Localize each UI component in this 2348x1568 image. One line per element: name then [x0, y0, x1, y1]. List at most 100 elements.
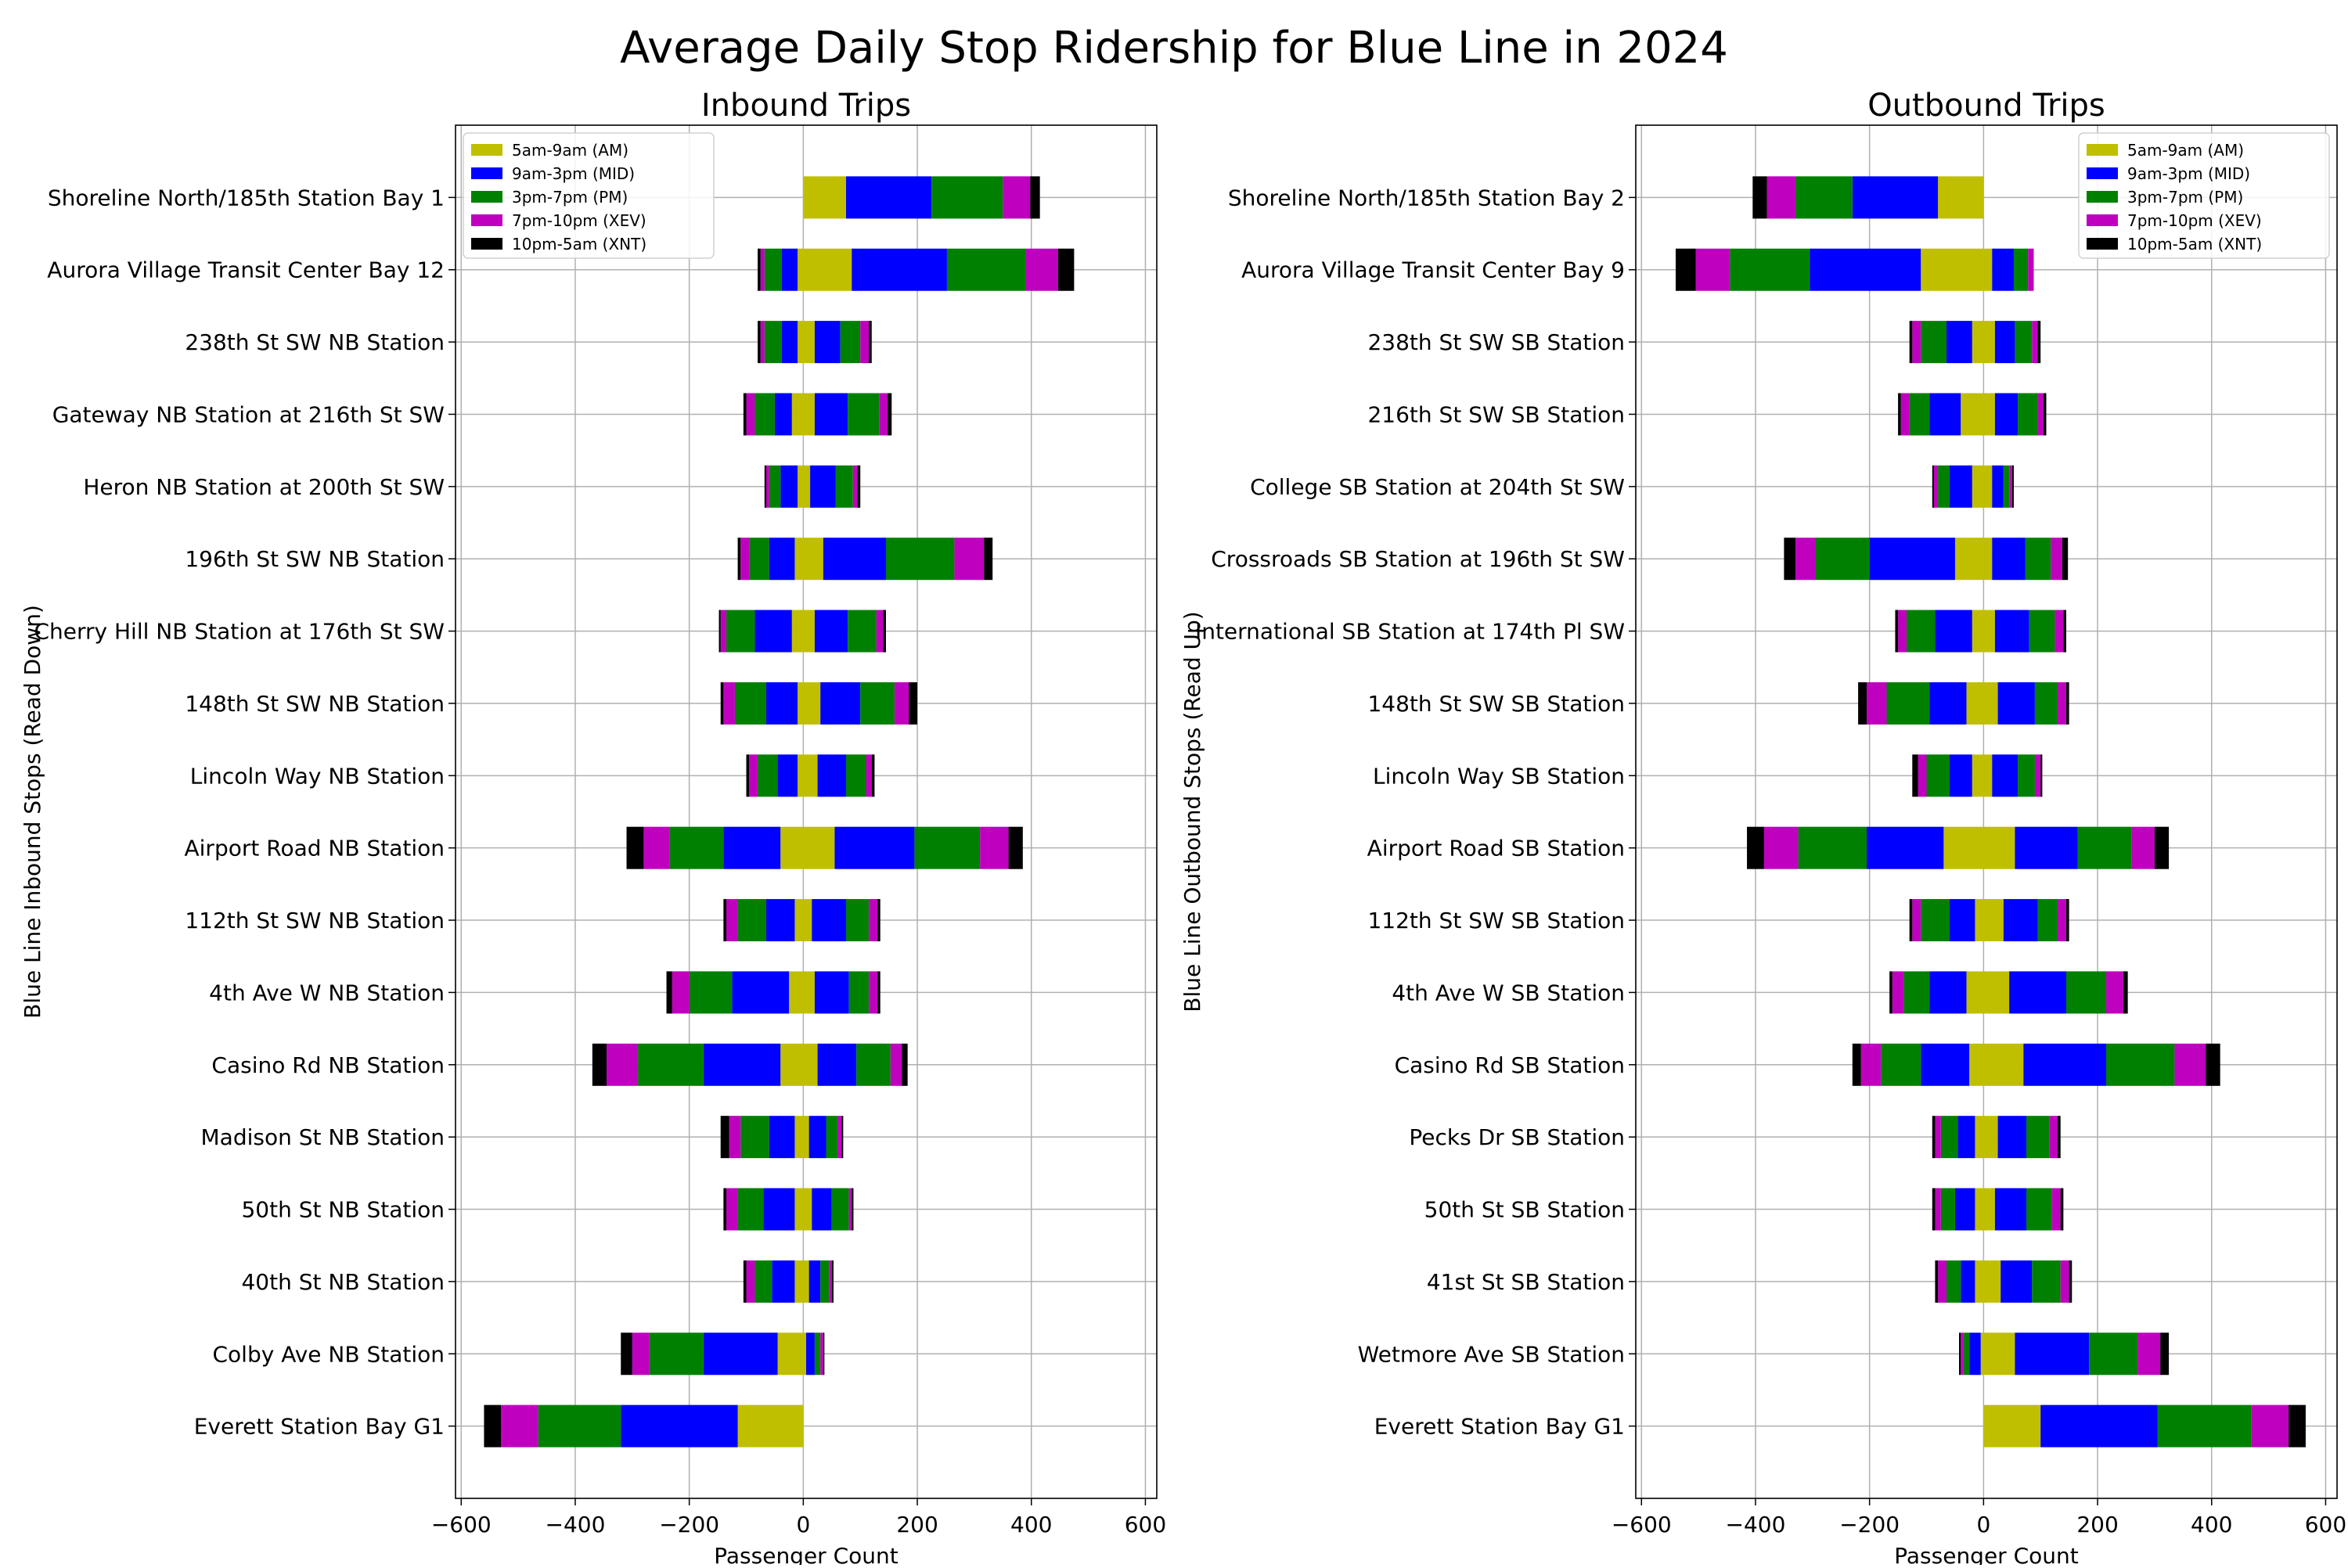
bar-segment-pm [1909, 393, 1930, 436]
bar-segment-mid [808, 1116, 826, 1159]
bar-segment-pm [845, 899, 870, 942]
bar-segment-xnt [841, 1116, 844, 1159]
bar-segment-xev [2251, 1404, 2289, 1448]
bar-segment-pm [538, 1404, 621, 1448]
bar-segment-pm [2003, 465, 2010, 508]
bar-segment-xnt [909, 682, 918, 725]
bar-segment-am [791, 610, 804, 653]
bar-segment-am [794, 1260, 804, 1303]
bar-segment-xnt [592, 1043, 607, 1086]
stop-label: Lincoln Way SB Station [1373, 763, 1625, 789]
bar-segment-mid [1949, 465, 1972, 508]
bar-segment-xnt [857, 465, 861, 508]
bar-segment-xnt [758, 321, 761, 364]
bar-segment-am [1983, 465, 1993, 508]
bar-segment-xev [1766, 176, 1795, 219]
stop-label: Shoreline North/185th Station Bay 1 [48, 185, 445, 210]
bar-segment-mid [1946, 321, 1972, 364]
x-tick-label: 200 [2076, 1512, 2118, 1537]
bar-segment-mid [1929, 971, 1967, 1014]
bar-segment-xnt [2123, 971, 2128, 1014]
panel-inbound: Shoreline North/185th Station Bay 1 Auror… [20, 88, 1166, 1568]
bar-segment-xev [749, 754, 758, 797]
bar-segment-xnt [2065, 682, 2069, 725]
legend-label: 10pm-5am (XNT) [2127, 235, 2262, 254]
bar-segment-xev [876, 610, 884, 653]
bar-segment-xev [2032, 321, 2038, 364]
stop-bar-group [666, 971, 880, 1014]
bar-segment-pm [914, 826, 981, 869]
bar-segment-am [1983, 826, 2015, 869]
bar-segment-xnt [1898, 393, 1901, 436]
legend-label: 9am-3pm (MID) [2127, 164, 2250, 183]
bar-segment-am [803, 682, 821, 725]
bar-segment-mid [1994, 1188, 2026, 1231]
bar-segment-pm [831, 1188, 849, 1231]
legend: 5am-9am (AM) 9am-3pm (MID) 3pm-7pm (PM) 7pm… [463, 132, 715, 259]
bar-segment-xnt [2043, 393, 2047, 436]
bar-segment-pm [2077, 826, 2132, 869]
bar-segment-am [1983, 1043, 2024, 1086]
bar-segment-xnt [1932, 1188, 1936, 1231]
bar-segment-xev [2137, 1332, 2161, 1376]
stop-bar-group [1889, 971, 2128, 1014]
stop-label: 238th St SW SB Station [1367, 329, 1625, 355]
bar-segment-mid [1969, 1332, 1981, 1376]
bar-segment-mid [774, 393, 792, 436]
bar-segment-pm [820, 1260, 830, 1303]
bar-segment-xev [643, 826, 670, 869]
y-axis-label: Blue Line Inbound Stops (Read Down) [20, 605, 45, 1019]
bar-segment-xnt [723, 1188, 727, 1231]
bar-segment-mid [766, 682, 798, 725]
bar-segment-pm [2065, 971, 2106, 1014]
bar-segment-pm [1886, 682, 1930, 725]
bar-segment-xnt [869, 321, 872, 364]
stop-label: Colby Ave NB Station [212, 1341, 445, 1367]
bar-segment-pm [1795, 176, 1853, 219]
legend-label: 7pm-10pm (XEV) [512, 211, 646, 230]
bar-segment-pm [2015, 321, 2033, 364]
bar-segment-am [803, 610, 815, 653]
bar-segment-pm [946, 248, 1026, 291]
bar-segment-mid [2009, 971, 2066, 1014]
stop-bar-group [758, 321, 872, 364]
bar-segment-am [798, 754, 804, 797]
stop-label: Airport Road NB Station [185, 836, 445, 861]
bar-segment-mid [781, 248, 798, 291]
x-tick-label: −600 [431, 1512, 492, 1537]
bar-segment-mid [723, 826, 781, 869]
stop-bar-group [1959, 1332, 2170, 1376]
stop-label: Everett Station Bay G1 [1374, 1414, 1625, 1440]
bar-segment-pm [1907, 610, 1936, 653]
legend-label: 9am-3pm (MID) [512, 164, 635, 183]
bar-segment-pm [638, 1043, 704, 1086]
bar-segment-am [1975, 899, 1984, 942]
stop-bar-group [1852, 1043, 2220, 1086]
bar-segment-pm [1926, 754, 1950, 797]
bar-segment-xev [1860, 1043, 1882, 1086]
bar-segment-am [1938, 176, 1984, 219]
bar-segment-mid [814, 971, 849, 1014]
bar-segment-pm [931, 176, 1003, 219]
bar-segment-xev [2034, 754, 2041, 797]
bar-segment-pm [840, 321, 861, 364]
legend: 5am-9am (AM) 9am-3pm (MID) 3pm-7pm (PM) 7pm… [2078, 132, 2330, 259]
bar-segment-xnt [823, 1332, 825, 1376]
stop-label: Crossroads SB Station at 196th St SW [1211, 546, 1625, 572]
bar-segment-mid [834, 826, 915, 869]
bar-segment-pm [848, 393, 880, 436]
y-axis-label: Blue Line Outbound Stops (Read Up) [1179, 611, 1205, 1012]
bar-segment-xev [837, 1116, 842, 1159]
bar-segment-xev [2037, 393, 2044, 436]
stop-label: 148th St SW NB Station [185, 691, 445, 717]
bar-segment-xev [632, 1332, 650, 1376]
stop-bar-group [1912, 754, 2043, 797]
bar-segment-mid [1961, 1260, 1975, 1303]
bar-segment-am [794, 1116, 804, 1159]
bar-segment-xnt [2069, 1260, 2073, 1303]
bar-segment-xev [890, 1043, 902, 1086]
legend-swatch-mid [2087, 167, 2118, 179]
bar-segment-xev [1763, 826, 1799, 869]
bar-segment-mid [817, 1043, 857, 1086]
bar-segment-pm [1921, 899, 1950, 942]
